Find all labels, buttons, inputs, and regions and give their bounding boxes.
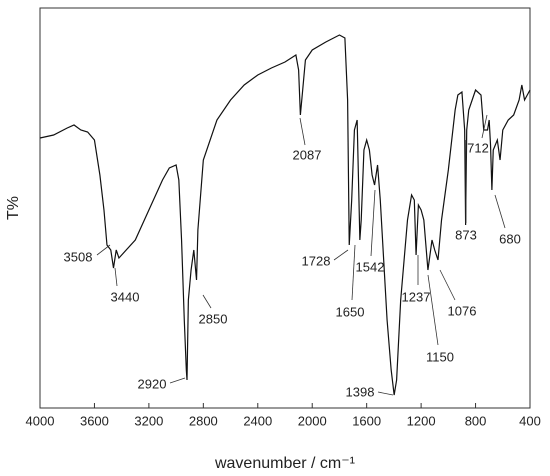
peak-label: 712 <box>467 140 489 155</box>
annotation-leader <box>427 274 439 346</box>
annotation-leader <box>494 194 506 229</box>
annotation-leader <box>377 391 394 396</box>
y-axis-label: T% <box>5 196 22 220</box>
x-tick-label: 400 <box>519 413 541 428</box>
x-tick-label: 800 <box>465 413 487 428</box>
annotation-leader <box>169 377 186 384</box>
spectrum-line <box>39 34 531 396</box>
peak-label: 873 <box>455 227 477 242</box>
x-tick-label: 2000 <box>298 413 327 428</box>
x-tick-label: 1600 <box>352 413 381 428</box>
peak-label: 680 <box>499 231 521 246</box>
peak-label: 1237 <box>402 289 431 304</box>
annotation-leader <box>333 249 349 261</box>
x-tick-label: 3600 <box>80 413 109 428</box>
peak-label: 1076 <box>448 303 477 318</box>
peak-label: 1650 <box>336 304 365 319</box>
peak-label: 2920 <box>138 376 167 391</box>
annotation-leader <box>96 244 111 256</box>
x-tick-label: 2400 <box>243 413 272 428</box>
x-tick-label: 1200 <box>407 413 436 428</box>
peak-label: 3440 <box>111 289 140 304</box>
annotation-leader <box>370 189 376 257</box>
peak-label: 3508 <box>64 249 93 264</box>
peak-label: 1398 <box>346 384 375 399</box>
annotation-leader <box>439 269 456 301</box>
peak-label: 2087 <box>293 147 322 162</box>
annotation-leader <box>114 267 118 287</box>
annotation-leader <box>299 117 306 146</box>
x-tick-label: 2800 <box>189 413 218 428</box>
annotation-leader <box>481 114 488 139</box>
x-tick-label: 4000 <box>26 413 55 428</box>
peak-label: 1150 <box>426 349 454 364</box>
x-tick-label: 3200 <box>134 413 163 428</box>
peak-label: 2850 <box>199 311 228 326</box>
peak-label: 1728 <box>302 253 331 268</box>
plot-frame <box>39 7 531 409</box>
peak-label: 1542 <box>356 259 385 274</box>
x-axis-label: wavenumber / cm⁻¹ <box>214 455 355 472</box>
annotation-leader <box>202 294 212 309</box>
annotation-leader <box>351 244 356 301</box>
